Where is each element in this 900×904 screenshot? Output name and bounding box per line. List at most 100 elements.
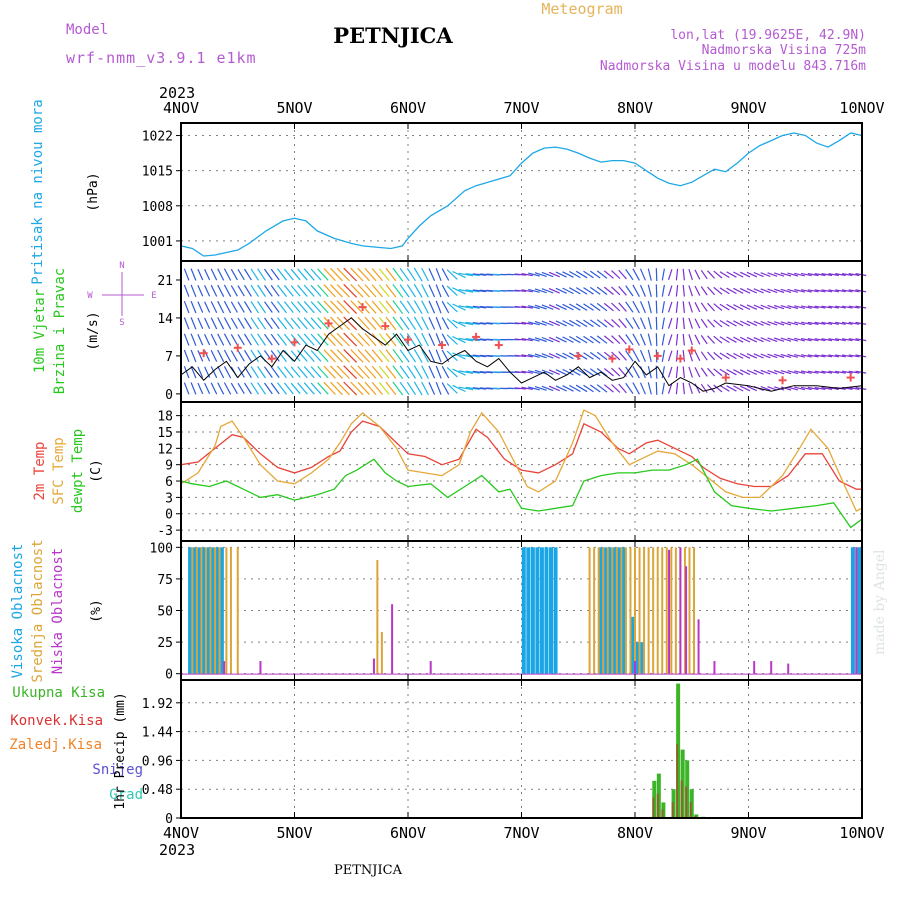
y-tick-label: 0 [165,508,173,523]
wind-arrow [683,350,684,362]
cloud-bar [376,560,378,674]
wind-arrow [258,301,266,313]
wind-arrow [218,301,224,313]
wind-arrow [344,333,357,346]
wind-arrow [218,383,224,395]
wind-arrow [641,318,646,330]
cloud-bar [210,547,212,673]
y-tick-label: 3 [165,491,173,506]
wind-arrow [676,285,677,297]
cloud-bar [713,661,715,674]
cloud-bar [770,661,772,674]
y-tick-label: 1022 [142,130,173,145]
wind-arrow [191,317,196,329]
cloud-bar [237,547,239,673]
wind-arrow [689,269,693,280]
wind-arrow [683,269,684,281]
wind-arrow [251,269,259,281]
wind-arrow [344,268,357,281]
wind-arrow [701,368,707,377]
wind-arrow [708,303,715,311]
precip-bar-conv [685,786,687,818]
cloud-bar [643,547,645,673]
wind-arrow [265,269,273,280]
wind-arrow [198,285,203,296]
precip-bar-conv [672,802,674,818]
wind-arrow [436,366,441,379]
wind-arrow [422,333,429,346]
wind-arrow [191,269,196,281]
wind-arrow [676,350,677,361]
wind-arrow [184,383,189,395]
cloud-bar [753,661,755,674]
wind-arrow [205,351,210,362]
compass-s: S [119,318,124,328]
wind-arrow [224,350,230,362]
wind-arrow [422,268,429,281]
cloud-bar [648,547,650,673]
wind-arrow [324,269,335,281]
wind-arrow [429,301,435,313]
wind-arrow [414,382,422,395]
cloud-bar [616,547,618,673]
wind-arrow [271,318,279,329]
wind-arrow [683,366,684,378]
wind-arrow [683,301,684,313]
wind-arrow [231,286,237,297]
cloud-bar [693,547,695,673]
wind-arrow [231,269,237,280]
wind-arrow [708,320,715,328]
model-label: Model [66,22,108,38]
wind-arrow [633,285,640,297]
y-tick-label: 0 [165,668,173,683]
cloud-bar [391,604,393,674]
footer-station: PETNJICA [334,863,403,878]
wind-arrow [251,285,259,297]
precip-bar-conv [690,802,692,818]
y-tick-label: 50 [157,605,173,620]
wind-arrow [271,334,279,345]
cloud-bar [219,547,221,673]
wind-arrow [245,285,252,296]
wind-arrow [407,350,415,362]
wind-arrow [676,383,677,395]
wind-speed-line [181,318,862,391]
wind-arrow [447,286,457,296]
wind-arrow [708,287,715,295]
wind-arrow [358,366,370,379]
wind-arrow [436,285,441,298]
day-label-top: 9NOV [730,99,766,117]
wind-arrow [205,269,210,280]
wind-arrow [662,383,664,395]
wind-arrow [662,301,664,313]
wind-arrow [429,268,435,280]
elevation: Nadmorska Visina 725m [702,43,867,58]
wind-arrow [407,317,415,330]
wind-arrow [331,268,343,281]
wind-arrow [662,318,664,330]
precip-legend: Zaledj.Kisa [9,737,102,753]
ylabel-temp-2m: 2m Temp [32,441,48,500]
wind-arrow [656,284,657,297]
wind-arrow [358,285,370,298]
wind-arrow [184,350,189,362]
wind-arrow [422,317,429,330]
ylabel-cloud-high: Visoka Oblacnost [10,544,26,679]
wind-arrow [351,268,363,281]
wind-arrow [633,383,640,395]
wind-arrow [447,367,457,377]
wind-arrow [337,333,349,346]
wind-arrow [238,302,244,313]
y-tick-label: 1.44 [142,726,173,741]
compass-e: E [151,291,156,301]
wind-arrow [245,350,252,361]
wind-arrow [324,382,335,394]
ylabel-unit-wind: (m/s) [86,311,101,350]
wind-arrow [251,301,259,313]
cloud-bar [685,566,687,673]
wind-arrow [324,301,335,313]
meteogram-label: Meteogram [541,0,622,18]
wind-arrow [648,285,651,297]
wind-arrow [689,334,693,345]
wind-arrow [648,350,651,362]
